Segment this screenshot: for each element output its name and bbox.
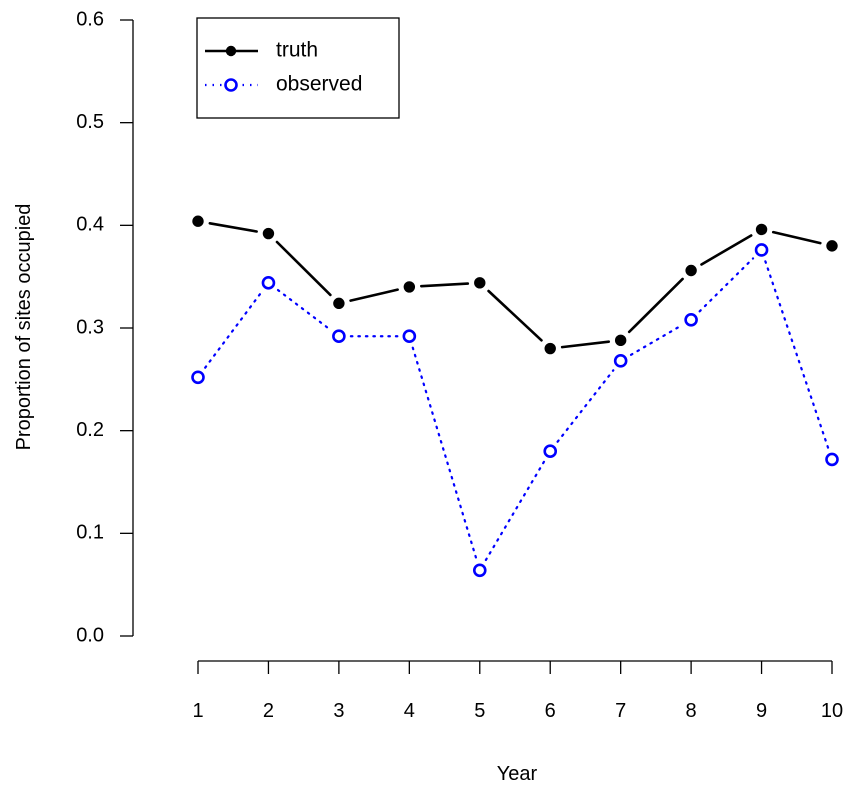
series-segment: [771, 230, 822, 245]
data-point: [472, 563, 487, 578]
data-point: [614, 334, 627, 347]
y-tick-label: 0.5: [76, 111, 104, 133]
data-point: [684, 312, 698, 327]
legend-item-observed: observed: [205, 73, 362, 96]
data-point: [261, 276, 276, 290]
y-tick-label: 0.6: [76, 8, 104, 30]
x-tick-label: 3: [333, 700, 344, 722]
data-point: [826, 240, 838, 252]
series-truth: [192, 215, 838, 355]
x-tick-label: 9: [756, 700, 767, 722]
data-point: [544, 342, 556, 355]
series-segment: [560, 340, 611, 349]
x-axis: 1 2 3 4 5 6 7 8 9 10: [192, 660, 843, 722]
series-segment: [484, 460, 546, 562]
data-point: [191, 370, 205, 385]
series-segment: [627, 277, 684, 334]
series-observed: [191, 243, 839, 578]
series-segment: [275, 240, 332, 297]
series-segment: [420, 282, 470, 288]
data-point: [543, 444, 558, 459]
series-segment: [698, 257, 755, 313]
data-point: [755, 223, 768, 236]
data-point: [332, 329, 346, 344]
series-segment: [700, 234, 753, 266]
series-segment: [629, 324, 682, 356]
legend: truth observed: [196, 17, 400, 119]
legend-box: [196, 17, 400, 119]
series-segment: [556, 369, 615, 443]
y-tick-label: 0.1: [76, 522, 104, 544]
data-point: [333, 297, 345, 310]
y-axis-title: Proportion of sites occupied: [13, 204, 35, 451]
y-axis: 0.0 0.1 0.2 0.3 0.4 0.5 0.6: [76, 8, 134, 646]
legend-item-truth: truth: [205, 39, 318, 62]
y-tick-label: 0.2: [76, 419, 104, 441]
x-tick-label: 6: [545, 700, 556, 722]
legend-label: truth: [276, 39, 318, 62]
legend-marker: [224, 78, 238, 92]
legend-marker: [225, 45, 237, 57]
data-point: [474, 277, 486, 289]
data-point: [192, 215, 204, 227]
x-tick-label: 4: [404, 700, 415, 722]
series-segment: [411, 346, 478, 560]
series-segment: [276, 288, 331, 331]
x-tick-label: 2: [263, 700, 274, 722]
x-axis-title: Year: [497, 763, 538, 785]
data-point: [402, 329, 417, 344]
series-segment: [349, 288, 399, 302]
legend-label: observed: [276, 73, 362, 96]
y-tick-label: 0.0: [76, 624, 104, 646]
data-point: [754, 243, 769, 257]
y-tick-label: 0.3: [76, 316, 104, 338]
series-segment: [204, 291, 263, 369]
data-point: [403, 281, 416, 293]
series-layer: [191, 215, 839, 578]
series-segment: [487, 289, 543, 342]
x-tick-label: 7: [615, 700, 626, 722]
x-tick-label: 8: [686, 700, 697, 722]
data-point: [825, 452, 839, 467]
y-tick-label: 0.4: [76, 214, 104, 236]
series-segment: [764, 260, 830, 450]
data-point: [613, 354, 628, 368]
x-tick-label: 10: [821, 700, 843, 722]
data-point: [262, 227, 275, 240]
series-segment: [208, 221, 258, 233]
x-tick-label: 5: [474, 700, 485, 722]
x-tick-label: 1: [192, 700, 203, 722]
data-point: [685, 264, 697, 277]
